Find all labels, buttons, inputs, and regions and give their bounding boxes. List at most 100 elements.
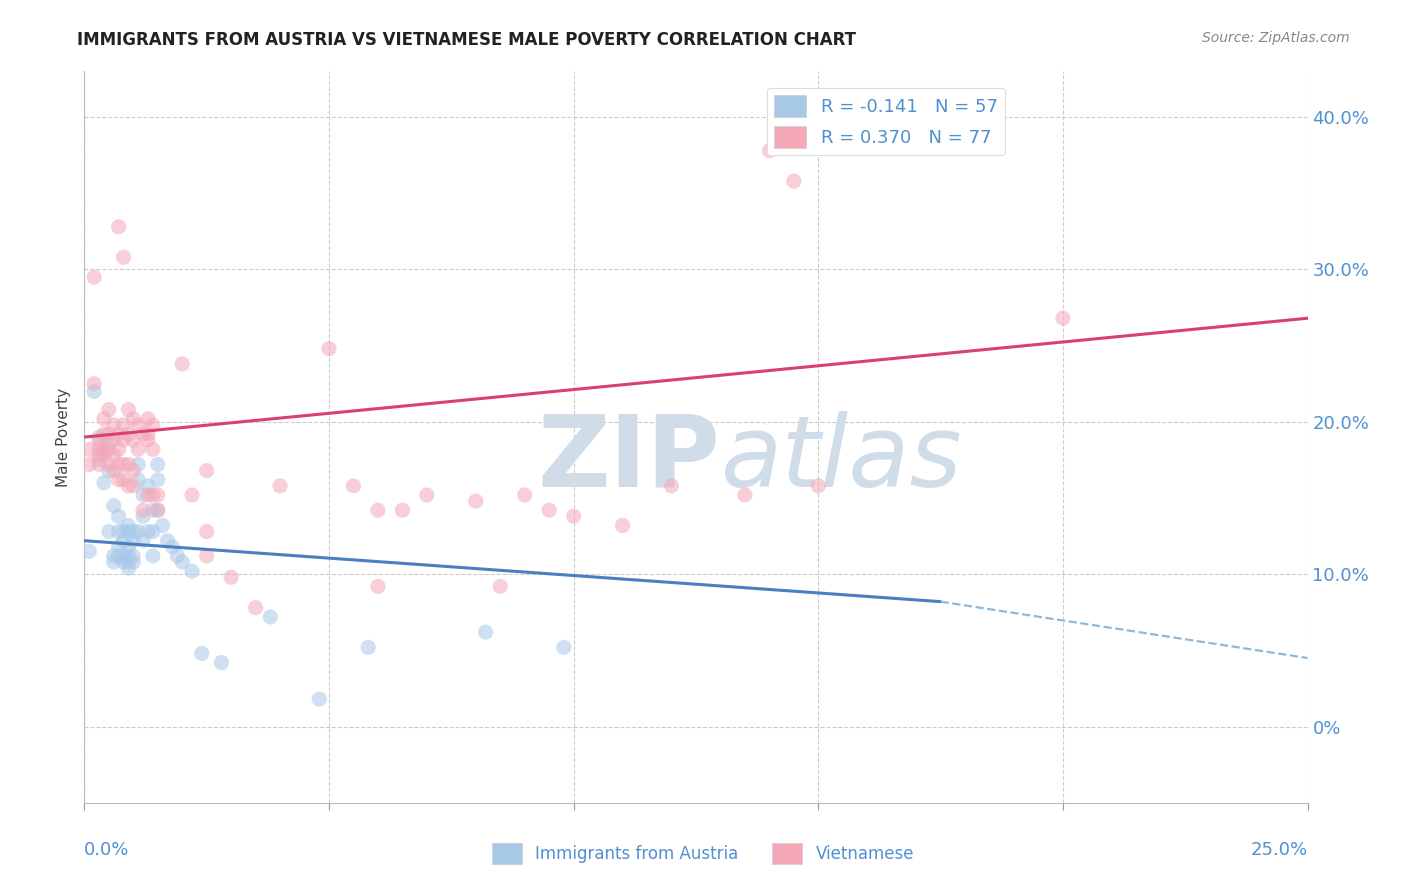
Text: Source: ZipAtlas.com: Source: ZipAtlas.com [1202,31,1350,45]
Point [117,427,139,442]
Point [107,427,129,442]
Point [172,555,194,569]
Point [661,479,683,493]
Point [112,533,135,548]
Point [87,433,110,447]
Point [132,509,155,524]
Point [77,544,100,558]
Point [132,488,155,502]
Point [117,518,139,533]
Point [474,625,496,640]
Point [107,540,129,554]
Point [97,464,120,478]
Point [127,458,149,472]
Point [142,549,165,563]
Point [107,442,129,457]
Point [195,464,218,478]
Point [146,503,169,517]
Point [122,549,145,563]
Point [122,524,145,539]
Point [342,479,364,493]
Point [117,555,139,569]
Point [122,412,145,426]
Point [152,518,174,533]
Legend: R = -0.141   N = 57, R = 0.370   N = 77: R = -0.141 N = 57, R = 0.370 N = 77 [766,87,1005,155]
Point [142,442,165,457]
Point [112,549,135,563]
Point [87,442,110,457]
Point [146,458,169,472]
Point [142,503,165,517]
Point [103,464,125,478]
Point [416,488,439,502]
Point [97,442,120,457]
Point [103,499,125,513]
Point [391,503,413,517]
Point [127,442,149,457]
Point [117,561,139,575]
Point [464,494,486,508]
Point [259,610,281,624]
Text: ZIP: ZIP [537,410,720,508]
Point [612,518,634,533]
Point [136,479,159,493]
Point [132,503,155,517]
Point [142,417,165,432]
Point [112,458,135,472]
Point [122,533,145,548]
Point [553,640,575,655]
Point [181,488,204,502]
Point [127,524,149,539]
Point [162,540,184,554]
Point [93,475,115,490]
Point [103,448,125,462]
Point [117,540,139,554]
Point [77,442,100,457]
Point [734,488,756,502]
Point [269,479,291,493]
Text: 0.0%: 0.0% [84,841,129,859]
Point [93,427,115,442]
Point [93,448,115,462]
Point [136,433,159,447]
Point [122,433,145,447]
Text: IMMIGRANTS FROM AUSTRIA VS VIETNAMESE MALE POVERTY CORRELATION CHART: IMMIGRANTS FROM AUSTRIA VS VIETNAMESE MA… [77,31,856,49]
Point [127,473,149,487]
Point [318,342,340,356]
Point [367,503,389,517]
Point [112,473,135,487]
Point [97,438,120,452]
Point [83,384,105,399]
Point [117,524,139,539]
Point [308,692,330,706]
Point [83,270,105,285]
Point [136,488,159,502]
Point [97,402,120,417]
Point [136,427,159,442]
Point [107,524,129,539]
Point [97,524,120,539]
Point [156,533,179,548]
Point [103,433,125,447]
Point [112,250,135,264]
Point [191,647,214,661]
Point [136,524,159,539]
Point [93,412,115,426]
Y-axis label: Male Poverty: Male Poverty [56,387,72,487]
Point [122,555,145,569]
Point [219,570,242,584]
Point [87,458,110,472]
Point [112,524,135,539]
Point [112,417,135,432]
Text: atlas: atlas [720,410,962,508]
Point [562,509,585,524]
Point [783,174,806,188]
Point [166,549,188,563]
Point [117,479,139,493]
Point [107,473,129,487]
Point [103,549,125,563]
Point [103,555,125,569]
Point [172,357,194,371]
Point [107,219,129,234]
Point [195,549,218,563]
